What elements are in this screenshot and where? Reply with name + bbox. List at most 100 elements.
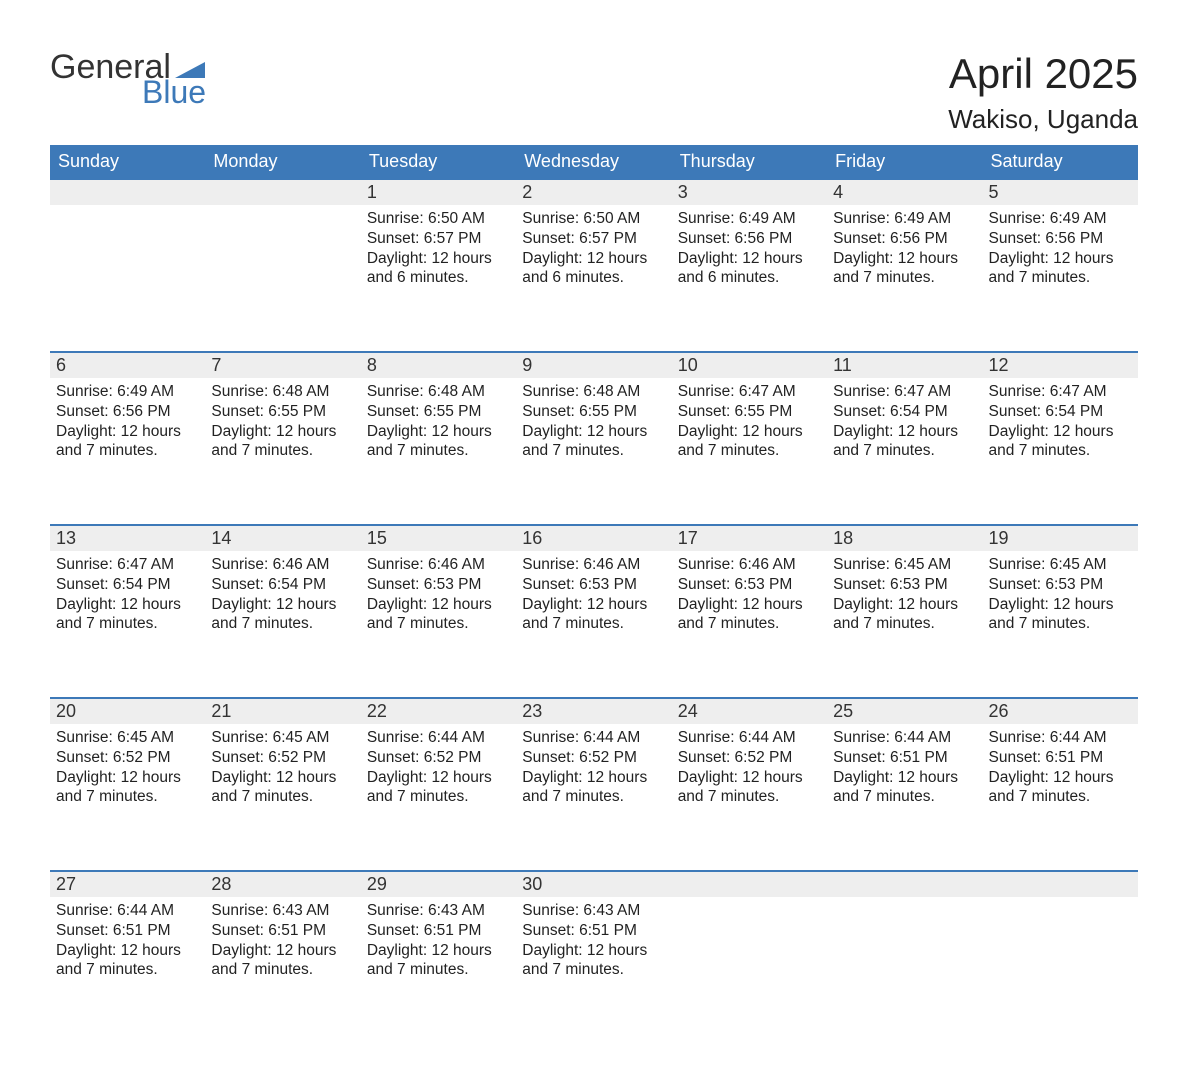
daylight-line: Daylight: 12 hours and 7 minutes.: [989, 249, 1132, 289]
day-number-cell: 30: [516, 870, 671, 897]
day-number-cell: 11: [827, 351, 982, 378]
sunset-line: Sunset: 6:51 PM: [522, 921, 665, 941]
day-body: Sunrise: 6:48 AMSunset: 6:55 PMDaylight:…: [361, 378, 516, 469]
day-cell: Sunrise: 6:44 AMSunset: 6:51 PMDaylight:…: [827, 724, 982, 856]
day-number: 20: [50, 697, 205, 724]
sunrise-line: Sunrise: 6:47 AM: [678, 382, 821, 402]
daylight-line: Daylight: 12 hours and 6 minutes.: [522, 249, 665, 289]
day-number: 19: [983, 524, 1138, 551]
day-number: 24: [672, 697, 827, 724]
sunset-line: Sunset: 6:53 PM: [989, 575, 1132, 595]
sunrise-line: Sunrise: 6:45 AM: [56, 728, 199, 748]
daylight-line: Daylight: 12 hours and 7 minutes.: [211, 941, 354, 981]
day-body: Sunrise: 6:45 AMSunset: 6:53 PMDaylight:…: [983, 551, 1138, 642]
sunset-line: Sunset: 6:52 PM: [678, 748, 821, 768]
day-cell: Sunrise: 6:45 AMSunset: 6:52 PMDaylight:…: [50, 724, 205, 856]
day-number-cell: 14: [205, 524, 360, 551]
day-number: 11: [827, 351, 982, 378]
sunset-line: Sunset: 6:52 PM: [367, 748, 510, 768]
sunset-line: Sunset: 6:54 PM: [56, 575, 199, 595]
daybody-row: Sunrise: 6:47 AMSunset: 6:54 PMDaylight:…: [50, 551, 1138, 683]
weekday-header: Wednesday: [516, 145, 671, 178]
day-cell: Sunrise: 6:49 AMSunset: 6:56 PMDaylight:…: [50, 378, 205, 510]
sunrise-line: Sunrise: 6:46 AM: [522, 555, 665, 575]
daybody-row: Sunrise: 6:45 AMSunset: 6:52 PMDaylight:…: [50, 724, 1138, 856]
daylight-line: Daylight: 12 hours and 7 minutes.: [833, 422, 976, 462]
day-body: Sunrise: 6:46 AMSunset: 6:53 PMDaylight:…: [516, 551, 671, 642]
daybody-row: Sunrise: 6:44 AMSunset: 6:51 PMDaylight:…: [50, 897, 1138, 1029]
day-cell: [983, 897, 1138, 1029]
spacer-row: [50, 856, 1138, 870]
day-number-cell: [983, 870, 1138, 897]
day-body: Sunrise: 6:44 AMSunset: 6:52 PMDaylight:…: [361, 724, 516, 815]
sunrise-line: Sunrise: 6:49 AM: [678, 209, 821, 229]
sunrise-line: Sunrise: 6:45 AM: [211, 728, 354, 748]
sunset-line: Sunset: 6:55 PM: [367, 402, 510, 422]
day-number-cell: 19: [983, 524, 1138, 551]
day-number-cell: [205, 178, 360, 205]
day-number: 29: [361, 870, 516, 897]
day-cell: Sunrise: 6:49 AMSunset: 6:56 PMDaylight:…: [672, 205, 827, 337]
day-number-cell: 1: [361, 178, 516, 205]
sunrise-line: Sunrise: 6:49 AM: [56, 382, 199, 402]
title-block: April 2025 Wakiso, Uganda: [948, 50, 1138, 135]
day-body: Sunrise: 6:47 AMSunset: 6:55 PMDaylight:…: [672, 378, 827, 469]
day-number-cell: 15: [361, 524, 516, 551]
day-cell: Sunrise: 6:44 AMSunset: 6:52 PMDaylight:…: [361, 724, 516, 856]
daylight-line: Daylight: 12 hours and 6 minutes.: [678, 249, 821, 289]
weekday-header: Monday: [205, 145, 360, 178]
day-number-cell: 5: [983, 178, 1138, 205]
day-body: Sunrise: 6:44 AMSunset: 6:51 PMDaylight:…: [983, 724, 1138, 815]
day-number-cell: [827, 870, 982, 897]
daylight-line: Daylight: 12 hours and 7 minutes.: [56, 422, 199, 462]
day-number: 17: [672, 524, 827, 551]
day-cell: Sunrise: 6:43 AMSunset: 6:51 PMDaylight:…: [205, 897, 360, 1029]
sunset-line: Sunset: 6:52 PM: [56, 748, 199, 768]
day-number: [983, 870, 1138, 897]
day-cell: Sunrise: 6:49 AMSunset: 6:56 PMDaylight:…: [827, 205, 982, 337]
sunrise-line: Sunrise: 6:50 AM: [367, 209, 510, 229]
sunset-line: Sunset: 6:51 PM: [56, 921, 199, 941]
daylight-line: Daylight: 12 hours and 7 minutes.: [211, 595, 354, 635]
header: General Blue April 2025 Wakiso, Uganda: [50, 50, 1138, 135]
day-cell: Sunrise: 6:43 AMSunset: 6:51 PMDaylight:…: [516, 897, 671, 1029]
day-number: 22: [361, 697, 516, 724]
day-number-cell: 16: [516, 524, 671, 551]
day-number: 16: [516, 524, 671, 551]
daybody-row: Sunrise: 6:50 AMSunset: 6:57 PMDaylight:…: [50, 205, 1138, 337]
day-body: Sunrise: 6:47 AMSunset: 6:54 PMDaylight:…: [50, 551, 205, 642]
day-body: Sunrise: 6:45 AMSunset: 6:53 PMDaylight:…: [827, 551, 982, 642]
day-number-cell: 26: [983, 697, 1138, 724]
day-number: 3: [672, 178, 827, 205]
day-number-cell: 2: [516, 178, 671, 205]
sunset-line: Sunset: 6:54 PM: [989, 402, 1132, 422]
daylight-line: Daylight: 12 hours and 7 minutes.: [678, 768, 821, 808]
sunset-line: Sunset: 6:51 PM: [989, 748, 1132, 768]
sunset-line: Sunset: 6:54 PM: [211, 575, 354, 595]
day-number: 9: [516, 351, 671, 378]
sunrise-line: Sunrise: 6:44 AM: [367, 728, 510, 748]
day-cell: Sunrise: 6:47 AMSunset: 6:54 PMDaylight:…: [50, 551, 205, 683]
day-number: 21: [205, 697, 360, 724]
day-body: Sunrise: 6:43 AMSunset: 6:51 PMDaylight:…: [205, 897, 360, 988]
day-number: 7: [205, 351, 360, 378]
day-body: Sunrise: 6:48 AMSunset: 6:55 PMDaylight:…: [516, 378, 671, 469]
day-cell: [827, 897, 982, 1029]
day-body: Sunrise: 6:49 AMSunset: 6:56 PMDaylight:…: [827, 205, 982, 296]
day-number: 8: [361, 351, 516, 378]
location: Wakiso, Uganda: [948, 104, 1138, 135]
day-number-cell: 27: [50, 870, 205, 897]
sunset-line: Sunset: 6:57 PM: [367, 229, 510, 249]
day-number-cell: 6: [50, 351, 205, 378]
sunrise-line: Sunrise: 6:47 AM: [989, 382, 1132, 402]
sunset-line: Sunset: 6:57 PM: [522, 229, 665, 249]
day-cell: [205, 205, 360, 337]
sunrise-line: Sunrise: 6:45 AM: [833, 555, 976, 575]
day-number: 25: [827, 697, 982, 724]
day-number-cell: 3: [672, 178, 827, 205]
day-body: Sunrise: 6:43 AMSunset: 6:51 PMDaylight:…: [516, 897, 671, 988]
calendar-page: General Blue April 2025 Wakiso, Uganda S…: [0, 0, 1188, 1069]
weekday-header-row: Sunday Monday Tuesday Wednesday Thursday…: [50, 145, 1138, 178]
day-number: 2: [516, 178, 671, 205]
day-cell: Sunrise: 6:46 AMSunset: 6:53 PMDaylight:…: [361, 551, 516, 683]
